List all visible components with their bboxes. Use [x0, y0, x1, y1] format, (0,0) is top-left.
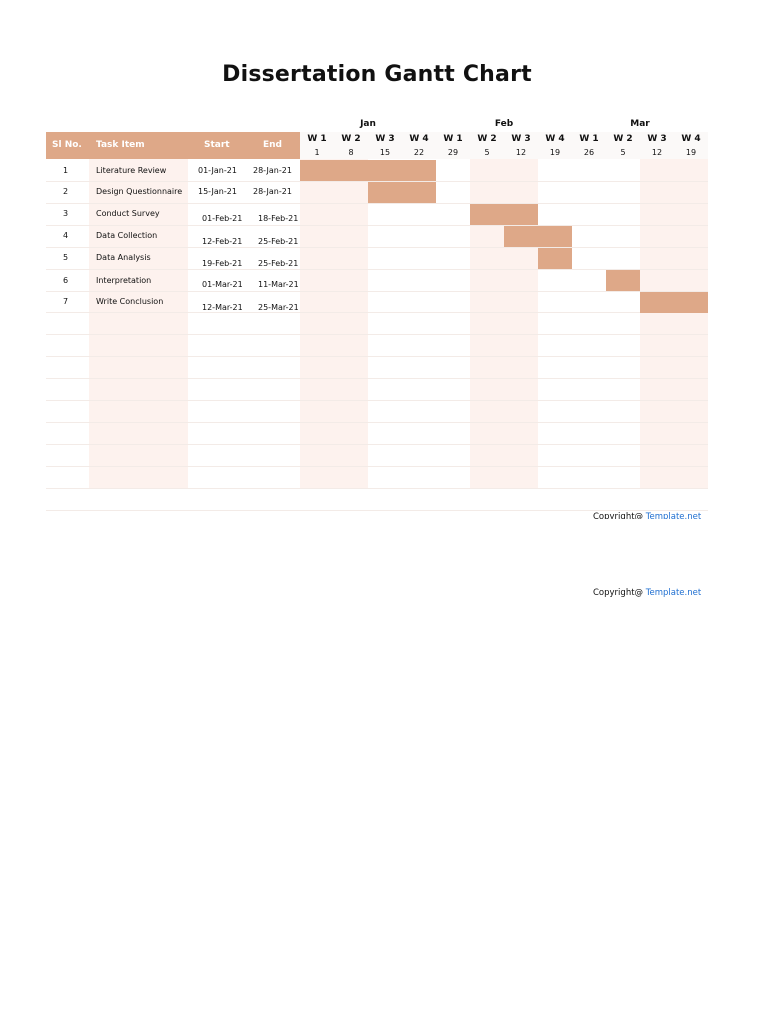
gantt-bar — [606, 270, 640, 291]
task-sl-no: 3 — [63, 209, 69, 218]
copyright-text-clipped: Copyright@ — [593, 512, 646, 519]
month-mar: Mar — [630, 119, 650, 129]
task-end-date: 18-Feb-21 — [258, 214, 299, 223]
row-line — [46, 246, 708, 248]
month-jan: Jan — [360, 119, 376, 129]
task-name: Interpretation — [96, 276, 152, 285]
week-label: W 1 — [579, 134, 599, 144]
gantt-bar — [300, 160, 436, 181]
task-sl-no: 7 — [63, 297, 69, 306]
week-start-day: 8 — [348, 148, 354, 157]
week-header: W 1 1 W 2 8 W 3 15 W 4 22 W 1 29 W 2 5 W 3 12 W 4 19 W 1… — [300, 132, 708, 159]
task-name: Literature Review — [96, 166, 167, 175]
week-label: W 4 — [409, 134, 429, 144]
week-start-day: 29 — [447, 148, 459, 157]
week-label: W 1 — [307, 134, 327, 144]
week-label: W 4 — [681, 134, 701, 144]
month-header: Jan Feb Mar — [300, 119, 708, 131]
task-sl-no: 6 — [63, 276, 69, 285]
task-name: Data Collection — [96, 231, 158, 240]
week-start-day: 15 — [379, 148, 391, 157]
row-line — [46, 312, 708, 314]
week-start-day: 19 — [685, 148, 697, 157]
task-start-date: 01-Mar-21 — [202, 280, 243, 289]
task-start-date: 19-Feb-21 — [202, 259, 243, 268]
task-end-date: 28-Jan-21 — [253, 187, 292, 196]
row-line — [46, 400, 708, 401]
task-name: Data Analysis — [96, 253, 151, 262]
gantt-bar — [640, 292, 708, 313]
template-link-clipped[interactable]: Template.net — [645, 512, 702, 519]
row-line — [46, 290, 708, 292]
copyright-footer: Copyright@ Template.net — [593, 588, 701, 598]
week-label: W 2 — [613, 134, 633, 144]
row-line — [46, 487, 708, 489]
week-label: W 4 — [545, 134, 565, 144]
week-start-day: 12 — [651, 148, 663, 157]
row-line — [46, 268, 708, 270]
week-start-day: 1 — [314, 148, 320, 157]
task-start-date: 01-Jan-21 — [198, 166, 237, 175]
task-end-date: 28-Jan-21 — [253, 166, 292, 175]
week-label: W 1 — [443, 134, 463, 144]
task-start-date: 12-Feb-21 — [202, 237, 243, 246]
week-label: W 3 — [511, 134, 531, 144]
task-start-date: 12-Mar-21 — [202, 303, 243, 312]
copyright-clipped: Copyright@ Template.net — [560, 508, 710, 519]
week-label: W 2 — [341, 134, 361, 144]
header-task-item: Task Item — [96, 140, 145, 150]
week-start-day: 19 — [549, 148, 561, 157]
row-line — [46, 509, 708, 511]
task-sl-no: 2 — [63, 187, 69, 196]
task-end-date: 25-Feb-21 — [258, 259, 299, 268]
header-start: Start — [204, 140, 230, 150]
task-sl-no: 1 — [63, 166, 69, 175]
task-name: Write Conclusion — [96, 297, 164, 306]
table-header: Sl No. Task Item Start End — [46, 132, 300, 159]
task-name: Design Questionnaire — [96, 187, 183, 196]
row-line — [46, 443, 708, 445]
row-line — [46, 465, 708, 467]
week-band-3 — [640, 159, 708, 489]
row-line — [46, 378, 708, 380]
week-start-day: 12 — [515, 148, 527, 157]
header-sl-no: Sl No. — [52, 140, 82, 150]
task-start-date: 15-Jan-21 — [198, 187, 237, 196]
week-label: W 3 — [375, 134, 395, 144]
task-sl-no: 5 — [63, 253, 69, 262]
week-start-day: 5 — [620, 148, 626, 157]
task-sl-no: 4 — [63, 231, 69, 240]
task-end-date: 25-Feb-21 — [258, 237, 299, 246]
copyright-text: Copyright@ — [593, 588, 646, 598]
gantt-bar — [470, 204, 538, 225]
gantt-bar — [368, 182, 436, 203]
task-start-date: 01-Feb-21 — [202, 214, 243, 223]
week-start-day: 26 — [583, 148, 595, 157]
week-start-day: 5 — [484, 148, 490, 157]
gantt-bar — [504, 226, 572, 247]
gantt-bar — [538, 248, 572, 269]
week-start-day: 22 — [413, 148, 425, 157]
row-line — [46, 224, 708, 226]
template-link[interactable]: Template.net — [645, 588, 702, 598]
month-feb: Feb — [494, 119, 514, 129]
row-line — [46, 334, 708, 336]
week-band-1 — [300, 159, 368, 489]
header-end: End — [263, 140, 282, 150]
week-label: W 2 — [477, 134, 497, 144]
task-column-band — [89, 159, 188, 489]
row-line — [46, 181, 708, 182]
row-line — [46, 356, 708, 358]
task-end-date: 11-Mar-21 — [258, 280, 299, 289]
task-name: Conduct Survey — [96, 209, 160, 218]
row-line — [46, 202, 708, 204]
page-title: Dissertation Gantt Chart — [222, 62, 532, 87]
row-line — [46, 421, 708, 423]
task-end-date: 25-Mar-21 — [258, 303, 299, 312]
week-label: W 3 — [647, 134, 667, 144]
